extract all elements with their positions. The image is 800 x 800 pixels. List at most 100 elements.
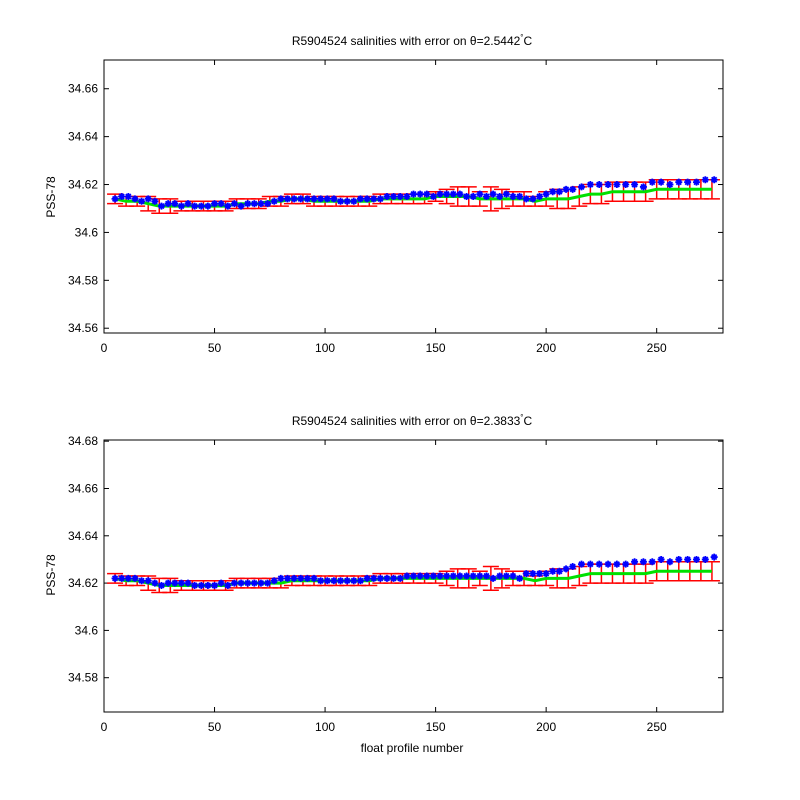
- float-point: [542, 190, 550, 198]
- float-point: [363, 195, 371, 203]
- float-point: [264, 200, 272, 208]
- x-tick-label: 50: [208, 341, 222, 355]
- float-point: [692, 555, 700, 563]
- x-axis-label: float profile number: [361, 741, 464, 755]
- float-point: [157, 581, 165, 589]
- float-point: [396, 193, 404, 200]
- float-point: [330, 195, 338, 203]
- float-point: [270, 197, 278, 205]
- float-point: [330, 577, 338, 585]
- float-point: [303, 574, 311, 582]
- float-point: [562, 185, 570, 193]
- float-point: [370, 574, 378, 582]
- float-point: [277, 195, 285, 203]
- float-point: [290, 574, 298, 582]
- float-point: [482, 572, 490, 580]
- float-point: [542, 570, 550, 578]
- float-point: [376, 195, 384, 203]
- y-tick-label: 34.56: [68, 321, 98, 335]
- float-point: [489, 574, 497, 582]
- float-point: [604, 181, 612, 189]
- float-point: [423, 190, 431, 198]
- float-point: [529, 570, 537, 578]
- float-point: [124, 574, 132, 582]
- x-tick-label: 50: [208, 720, 222, 734]
- float-point: [529, 195, 537, 203]
- float-point: [684, 555, 692, 563]
- float-point: [390, 193, 398, 200]
- float-point: [337, 197, 345, 205]
- y-tick-label: 34.58: [68, 671, 98, 685]
- float-point: [230, 200, 238, 208]
- float-point: [403, 572, 411, 580]
- float-point: [509, 193, 517, 200]
- y-tick-label: 34.68: [68, 434, 98, 448]
- float-point: [297, 195, 305, 203]
- float-point: [211, 581, 219, 589]
- float-point: [197, 581, 205, 589]
- float-point: [569, 563, 577, 571]
- plot-area: [103, 59, 724, 334]
- float-point: [211, 200, 219, 208]
- float-point: [476, 572, 484, 580]
- float-point: [489, 190, 497, 198]
- x-tick-label: 100: [315, 720, 335, 734]
- float-point: [496, 572, 504, 580]
- float-point: [376, 574, 384, 582]
- float-point: [410, 572, 417, 580]
- float-point: [403, 193, 411, 200]
- float-point: [648, 558, 656, 566]
- float-point: [138, 197, 146, 205]
- float-point: [692, 178, 700, 186]
- float-point: [569, 185, 577, 193]
- y-tick-label: 34.64: [68, 529, 98, 543]
- float-point: [363, 574, 371, 582]
- float-point: [631, 181, 639, 189]
- float-point: [230, 579, 238, 587]
- float-point: [250, 579, 258, 587]
- y-tick-label: 34.6: [75, 225, 99, 239]
- float-point: [350, 577, 358, 585]
- float-point: [502, 190, 510, 198]
- float-point: [310, 195, 318, 203]
- float-point: [613, 181, 621, 189]
- float-point: [356, 577, 364, 585]
- float-point: [390, 574, 398, 582]
- float-point: [171, 579, 179, 587]
- y-tick-label: 34.66: [68, 481, 98, 495]
- float-point: [516, 574, 524, 582]
- float-point: [323, 195, 331, 203]
- float-point: [578, 183, 586, 191]
- float-point: [436, 572, 444, 580]
- float-point: [250, 200, 258, 208]
- float-point: [536, 570, 544, 578]
- y-tick-label: 34.58: [68, 273, 98, 287]
- float-point: [423, 572, 431, 580]
- chart-title: R5904524 salinities with error on θ=2.54…: [292, 33, 533, 48]
- float-point: [343, 197, 351, 205]
- float-point: [516, 193, 524, 200]
- float-point: [429, 572, 437, 580]
- float-point: [710, 176, 718, 184]
- y-axis-label: PSS-78: [44, 554, 58, 596]
- float-point: [396, 574, 404, 582]
- float-point: [456, 190, 464, 198]
- float-point: [270, 577, 278, 585]
- float-point: [257, 579, 265, 587]
- float-point: [144, 577, 152, 585]
- float-point: [131, 195, 139, 203]
- float-point: [684, 178, 692, 186]
- float-point: [549, 567, 557, 575]
- float-point: [675, 178, 683, 186]
- float-point: [416, 190, 424, 198]
- float-point: [310, 574, 318, 582]
- float-point: [224, 581, 232, 589]
- float-point: [429, 193, 437, 200]
- float-point: [370, 195, 378, 203]
- float-point: [595, 181, 603, 189]
- float-point: [416, 572, 424, 580]
- float-point: [217, 579, 225, 587]
- float-point: [604, 560, 612, 568]
- float-point: [337, 577, 345, 585]
- float-point: [131, 574, 139, 582]
